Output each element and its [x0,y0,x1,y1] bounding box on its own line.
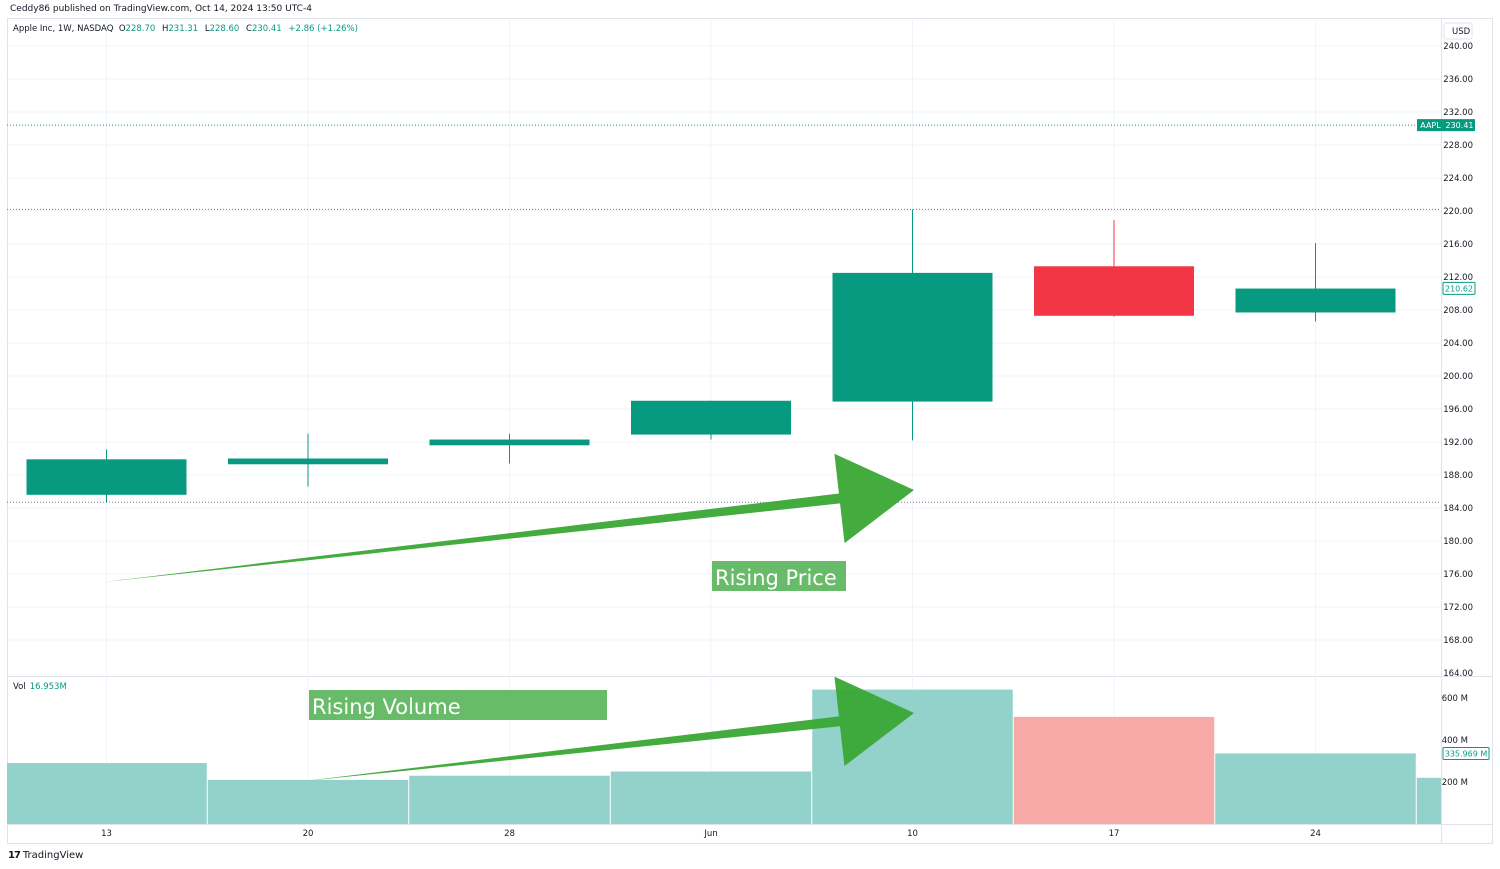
volume-tick-label: 600 M [1442,694,1468,704]
candle-body [1235,288,1396,313]
candle-body [429,439,590,446]
rising-price-label-box [712,561,846,591]
candle-body [228,458,388,465]
rising-volume-label: Rising Volume [312,695,461,719]
time-tick-label: 28 [504,829,515,839]
open-value: 228.70 [125,24,156,34]
price-tick-label: 172.00 [1443,603,1473,613]
rising-price-label: Rising Price [715,566,837,590]
candle-body [832,272,993,402]
volume-tick-label: 400 M [1442,736,1468,746]
volume-label: Vol [13,682,26,692]
grid-lines [7,18,1493,844]
price-tick-label: 224.00 [1443,174,1473,184]
price-tick-label: 220.00 [1443,207,1473,217]
price-tick-label: 168.00 [1443,636,1473,646]
volume-bar [1416,777,1441,824]
time-tick-label: 20 [303,829,314,839]
price-tick-label: 184.00 [1443,504,1473,514]
axes: 240.00 236.00 232.00 228.00 224.00 220.00 216.… [101,22,1490,839]
candles [26,209,1396,503]
change-value: +2.86 (+1.26%) [288,24,358,34]
volume-bar [409,775,610,824]
symbol-name: Apple Inc, 1W, NASDAQ [13,24,114,34]
price-tick-label: 180.00 [1443,537,1473,547]
volume-bars [7,689,1441,824]
price-marker-label: 210.62 [1445,284,1473,293]
candle-body [631,400,791,435]
rising-volume-arrow [305,676,914,781]
high-value: 231.31 [168,24,199,34]
volume-bar [610,771,812,824]
price-tick-label: 236.00 [1443,75,1473,85]
price-tick-label: 208.00 [1443,306,1473,316]
candle-body [26,459,187,495]
low-value: 228.60 [209,24,240,34]
price-marker-box [1442,281,1476,295]
price-tick-label: 216.00 [1443,240,1473,250]
rising-volume-label-box [309,690,607,720]
price-tick-label: 232.00 [1443,108,1473,118]
price-tick-label: 196.00 [1443,405,1473,415]
volume-tick-label: 200 M [1442,778,1468,788]
price-tick-label: 192.00 [1443,438,1473,448]
price-tick-label: 212.00 [1443,273,1473,283]
time-tick-label: 13 [101,829,112,839]
volume-bar [1013,716,1215,824]
volume-marker-box [1442,746,1490,760]
last-price-label: 230.41 [1446,121,1474,130]
price-tick-label: 204.00 [1443,339,1473,349]
time-tick-label: 10 [907,829,918,839]
tradingview-logo[interactable]: 17 TradingView [8,850,83,861]
annotations: Rising Price Rising Volume [104,453,914,781]
time-tick-label: 17 [1109,829,1120,839]
close-value: 230.41 [251,24,282,34]
currency-label: USD [1452,27,1471,37]
chart-frame [7,18,1493,844]
price-tick-label: 228.00 [1443,141,1473,151]
volume-bar [7,763,207,824]
price-tick-label: 240.00 [1443,42,1473,52]
price-tick-label: 176.00 [1443,570,1473,580]
volume-bar [1215,753,1416,824]
volume-bar [207,779,409,824]
attribution-text: Ceddy86 published on TradingView.com, Oc… [10,4,312,14]
tradingview-brand: TradingView [22,850,84,861]
price-tick-label: 188.00 [1443,471,1473,481]
currency-box [1443,22,1473,40]
price-tick-label: 200.00 [1443,372,1473,382]
volume-value: 16.953M [29,682,67,692]
candle-body [1034,266,1194,316]
price-lines: AAPL 230.41 [7,119,1475,503]
last-price-tag [1444,119,1475,132]
symbol-tag [1417,119,1444,132]
tradingview-logo-icon: 17 [8,850,21,861]
symbol-tag-label: AAPL [1420,121,1441,130]
volume-legend: Vol 16.953M [13,682,67,692]
price-tick-label: 164.00 [1443,669,1473,679]
symbol-legend: Apple Inc, 1W, NASDAQ O228.70 H231.31 L2… [13,24,358,34]
time-tick-label: Jun [703,829,717,839]
time-tick-label: 24 [1310,829,1321,839]
volume-marker-label: 335.969 M [1445,749,1488,758]
